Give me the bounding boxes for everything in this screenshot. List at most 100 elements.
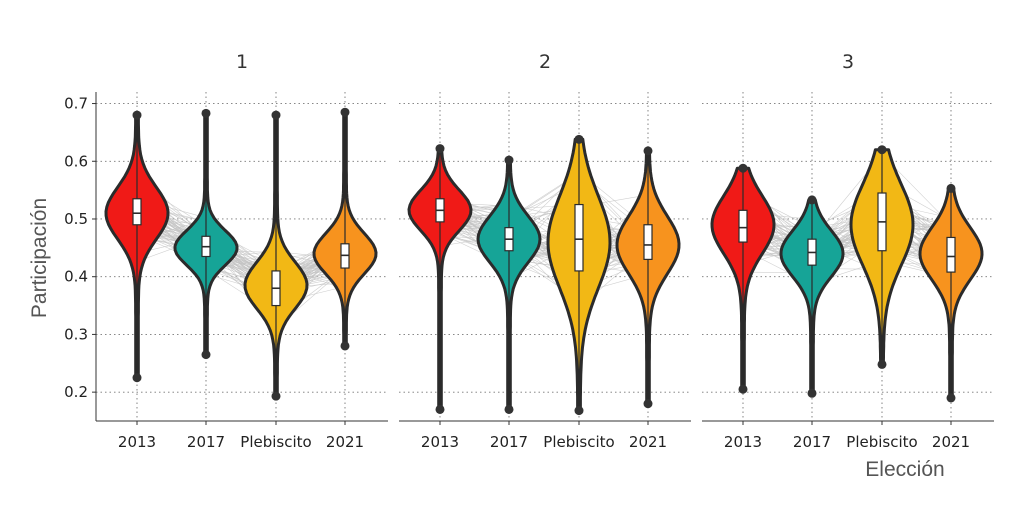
- connecting-line: [439, 203, 649, 263]
- violin-2021: [312, 107, 378, 351]
- connecting-lines: [439, 171, 649, 308]
- violin-2017: [173, 108, 239, 360]
- violin-plebiscito: [546, 134, 612, 416]
- max-point: [574, 134, 584, 144]
- panel-title: 3: [842, 51, 854, 73]
- max-point: [132, 110, 142, 120]
- max-point: [271, 110, 281, 120]
- y-tick-label: 0.5: [64, 210, 88, 228]
- y-tick-label: 0.6: [64, 152, 88, 170]
- connecting-line: [742, 196, 952, 254]
- connecting-line: [136, 187, 346, 318]
- connecting-line: [136, 201, 346, 275]
- violin-2017: [779, 195, 845, 398]
- connecting-line: [439, 232, 649, 271]
- connecting-line: [136, 215, 346, 270]
- connecting-line: [136, 234, 346, 274]
- max-point: [946, 183, 956, 193]
- connecting-line: [439, 204, 649, 251]
- connecting-line: [439, 203, 649, 275]
- connecting-line: [742, 222, 952, 258]
- connecting-line: [136, 194, 346, 291]
- connecting-line: [136, 204, 346, 285]
- violin-2021: [918, 183, 984, 403]
- connecting-line: [136, 194, 346, 296]
- connecting-line: [136, 224, 346, 273]
- connecting-line: [439, 230, 649, 259]
- x-tick-label: 2017: [490, 433, 528, 451]
- max-point: [807, 195, 817, 205]
- min-point: [201, 350, 211, 360]
- violin-2013: [710, 163, 776, 394]
- min-point: [271, 391, 281, 401]
- connecting-line: [136, 230, 346, 273]
- connecting-line: [136, 236, 346, 294]
- connecting-line: [742, 202, 952, 257]
- connecting-line: [439, 198, 649, 278]
- x-tick-label: 2013: [118, 433, 156, 451]
- connecting-line: [742, 199, 952, 240]
- connecting-line: [439, 204, 649, 269]
- connecting-line: [439, 221, 649, 255]
- x-tick-label: Plebiscito: [846, 433, 917, 451]
- connecting-line: [742, 240, 952, 258]
- x-tick-label: 2021: [629, 433, 667, 451]
- panel-2: 2 2013 2017 Plebiscito 2021: [399, 51, 691, 451]
- iqr-box: [946, 236, 956, 273]
- min-point: [504, 404, 514, 414]
- max-point: [435, 144, 445, 154]
- connecting-line: [742, 220, 952, 285]
- max-point: [738, 163, 748, 173]
- connecting-line: [439, 192, 649, 272]
- connecting-line: [439, 194, 649, 268]
- iqr-box: [132, 198, 142, 226]
- x-tick-label: 2013: [724, 433, 762, 451]
- connecting-line: [742, 193, 952, 259]
- x-tick-label: 2021: [326, 433, 364, 451]
- min-point: [738, 384, 748, 394]
- connecting-line: [742, 244, 952, 266]
- max-point: [643, 146, 653, 156]
- violin-plebiscito: [849, 145, 915, 369]
- connecting-line: [136, 202, 346, 283]
- max-point: [504, 155, 514, 165]
- x-tick-label: 2013: [421, 433, 459, 451]
- connecting-line: [439, 214, 649, 254]
- violin-2021: [615, 146, 681, 409]
- connecting-line: [136, 218, 346, 278]
- min-point: [643, 399, 653, 409]
- y-tick-label: 0.3: [64, 325, 88, 343]
- x-tick-label: 2017: [187, 433, 225, 451]
- connecting-line: [439, 209, 649, 292]
- connecting-line: [439, 217, 649, 269]
- connecting-line: [742, 204, 952, 276]
- min-point: [435, 404, 445, 414]
- violin-plebiscito: [243, 110, 309, 401]
- connecting-line: [742, 204, 952, 248]
- connecting-line: [742, 200, 952, 277]
- min-point: [574, 406, 584, 416]
- min-point: [340, 341, 350, 351]
- connecting-line: [742, 223, 952, 257]
- iqr-box: [643, 224, 653, 260]
- panel-title: 1: [236, 51, 248, 73]
- panel-3: 3 2013 2017 Plebiscito 2021: [702, 51, 994, 451]
- connecting-line: [136, 198, 346, 276]
- connecting-lines: [742, 154, 952, 286]
- min-point: [807, 388, 817, 398]
- connecting-line: [136, 221, 346, 307]
- connecting-line: [742, 217, 952, 286]
- connecting-line: [742, 229, 952, 282]
- connecting-line: [439, 178, 649, 267]
- connecting-line: [136, 218, 346, 306]
- connecting-line: [136, 221, 346, 266]
- connecting-line: [439, 217, 649, 247]
- connecting-line: [439, 207, 649, 271]
- chart-panels: 1 0.2 0.3 0.4 0.5 0.6 0.7 2013 2017 Plebiscito 202…: [64, 51, 994, 451]
- connecting-lines: [136, 171, 346, 329]
- connecting-line: [439, 173, 649, 247]
- connecting-line: [136, 206, 346, 286]
- y-tick-label: 0.2: [64, 383, 88, 401]
- connecting-line: [742, 202, 952, 274]
